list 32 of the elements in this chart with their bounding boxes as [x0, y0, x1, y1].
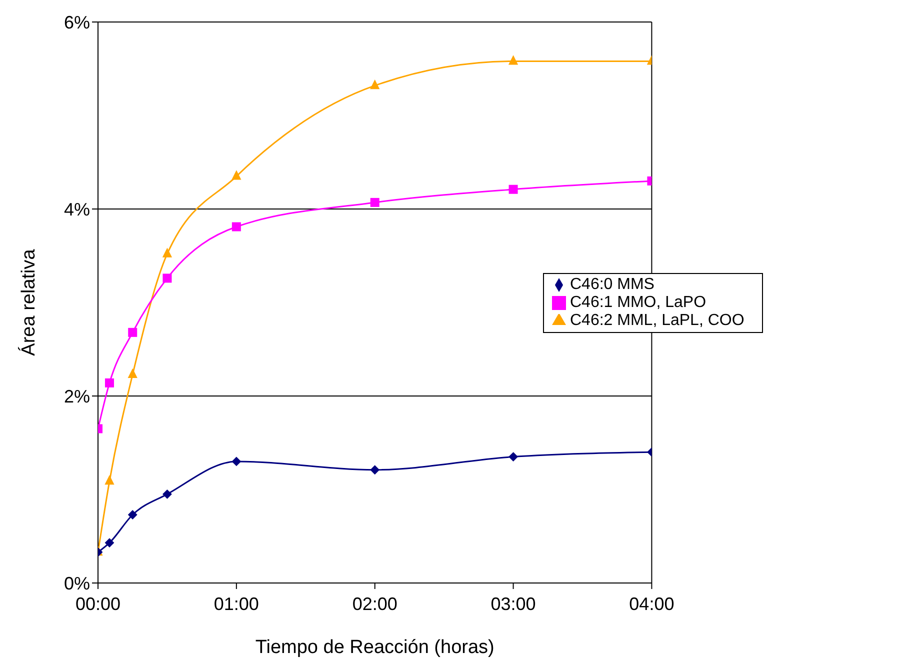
point: [508, 184, 518, 194]
point: [508, 56, 518, 65]
legend-label: C46:1 MMO, LaPO: [570, 294, 706, 311]
point: [128, 328, 138, 337]
legend-label: C46:0 MMS: [570, 276, 654, 293]
x-axis-title: Tiempo de Reacción (horas): [255, 637, 494, 658]
y-tick-label: 2%: [64, 386, 90, 406]
x-tick-label: 03:00: [490, 594, 536, 614]
y-tick-label: 0%: [64, 573, 90, 594]
point: [232, 456, 241, 466]
point: [104, 476, 114, 485]
point: [128, 368, 138, 378]
x-tick-label: 01:00: [214, 594, 259, 614]
y-tick-label: 4%: [64, 199, 90, 220]
x-tick-label: 04:00: [629, 594, 674, 614]
x-tick-label: 00:00: [75, 594, 121, 614]
point: [162, 248, 172, 258]
point: [128, 510, 138, 520]
point: [232, 170, 241, 180]
y-axis-title: Área relativa: [18, 248, 40, 356]
legend-label: C46:2 MML, LaPL, COO: [570, 312, 744, 329]
point: [104, 378, 114, 388]
x-tick-label: 02:00: [352, 594, 398, 614]
point: [370, 198, 380, 207]
point: [370, 465, 380, 474]
point: [508, 452, 518, 462]
point: [162, 490, 172, 499]
point: [370, 80, 380, 90]
point: [104, 538, 114, 548]
point: [162, 274, 172, 283]
point: [232, 222, 241, 232]
y-tick-label: 6%: [64, 12, 90, 32]
